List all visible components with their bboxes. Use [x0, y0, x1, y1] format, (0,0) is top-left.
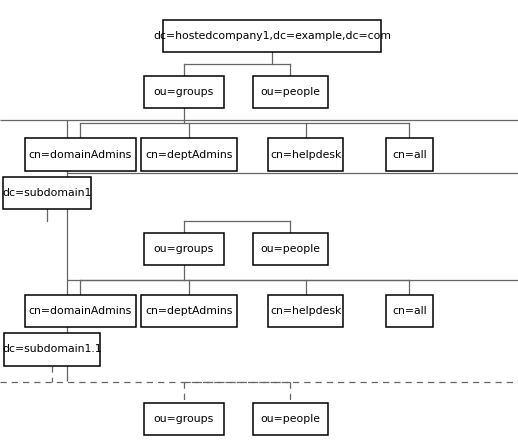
FancyBboxPatch shape: [143, 403, 224, 435]
Text: cn=helpdesk: cn=helpdesk: [270, 150, 341, 159]
Text: cn=all: cn=all: [392, 150, 426, 159]
FancyBboxPatch shape: [141, 295, 237, 327]
Text: ou=people: ou=people: [260, 414, 320, 424]
Text: dc=hostedcompany1,dc=example,dc=com: dc=hostedcompany1,dc=example,dc=com: [153, 31, 391, 41]
Text: cn=domainAdmins: cn=domainAdmins: [28, 150, 132, 159]
FancyBboxPatch shape: [141, 138, 237, 171]
Text: ou=groups: ou=groups: [154, 414, 214, 424]
Text: dc=subdomain1: dc=subdomain1: [2, 188, 91, 198]
Text: cn=domainAdmins: cn=domainAdmins: [28, 306, 132, 316]
FancyBboxPatch shape: [25, 138, 136, 171]
FancyBboxPatch shape: [268, 138, 343, 171]
FancyBboxPatch shape: [386, 295, 433, 327]
FancyBboxPatch shape: [143, 233, 224, 265]
FancyBboxPatch shape: [3, 177, 91, 209]
Text: cn=helpdesk: cn=helpdesk: [270, 306, 341, 316]
FancyBboxPatch shape: [253, 403, 328, 435]
Text: cn=deptAdmins: cn=deptAdmins: [146, 150, 233, 159]
Text: cn=all: cn=all: [392, 306, 426, 316]
FancyBboxPatch shape: [253, 76, 328, 108]
FancyBboxPatch shape: [25, 295, 136, 327]
Text: cn=deptAdmins: cn=deptAdmins: [146, 306, 233, 316]
FancyBboxPatch shape: [143, 76, 224, 108]
FancyBboxPatch shape: [253, 233, 328, 265]
Text: ou=groups: ou=groups: [154, 87, 214, 97]
FancyBboxPatch shape: [386, 138, 433, 171]
FancyBboxPatch shape: [268, 295, 343, 327]
Text: dc=subdomain1.1: dc=subdomain1.1: [2, 345, 102, 354]
Text: ou=groups: ou=groups: [154, 244, 214, 254]
Text: ou=people: ou=people: [260, 244, 320, 254]
FancyBboxPatch shape: [163, 20, 381, 52]
FancyBboxPatch shape: [4, 333, 99, 366]
Text: ou=people: ou=people: [260, 87, 320, 97]
